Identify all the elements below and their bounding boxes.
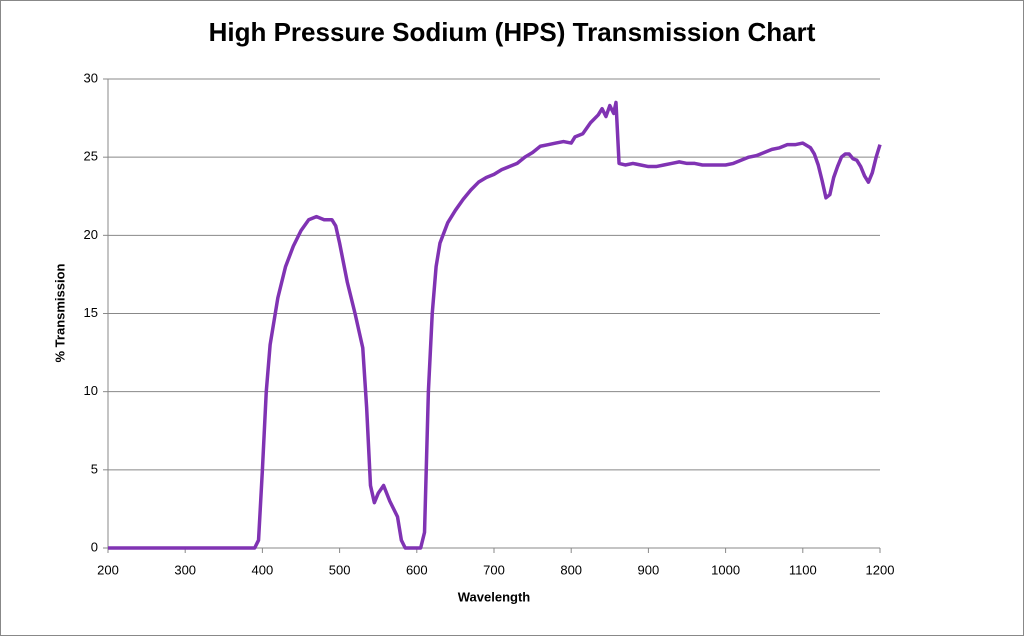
x-tick-label: 500 bbox=[329, 562, 351, 577]
x-tick-label: 300 bbox=[174, 562, 196, 577]
x-tick-label: 900 bbox=[638, 562, 660, 577]
y-tick-label: 5 bbox=[91, 461, 98, 476]
x-tick-label: 700 bbox=[483, 562, 505, 577]
y-tick-label: 25 bbox=[84, 149, 98, 164]
x-tick-label: 200 bbox=[97, 562, 119, 577]
y-tick-label: 0 bbox=[91, 539, 98, 554]
x-axis-label: Wavelength bbox=[458, 589, 531, 604]
x-tick-label: 1200 bbox=[866, 562, 895, 577]
y-tick-label: 20 bbox=[84, 227, 98, 242]
y-tick-label: 30 bbox=[84, 70, 98, 85]
y-tick-label: 10 bbox=[84, 383, 98, 398]
x-tick-label: 1100 bbox=[789, 562, 817, 577]
y-axis-label: % Transmission bbox=[52, 263, 67, 362]
data-line bbox=[108, 100, 882, 550]
chart-title: High Pressure Sodium (HPS) Transmission … bbox=[209, 17, 816, 47]
x-tick-label: 600 bbox=[406, 562, 428, 577]
y-tick-label: 15 bbox=[84, 305, 98, 320]
x-tick-label: 400 bbox=[252, 562, 274, 577]
x-tick-label: 800 bbox=[560, 562, 582, 577]
x-tick-label: 1000 bbox=[711, 562, 740, 577]
